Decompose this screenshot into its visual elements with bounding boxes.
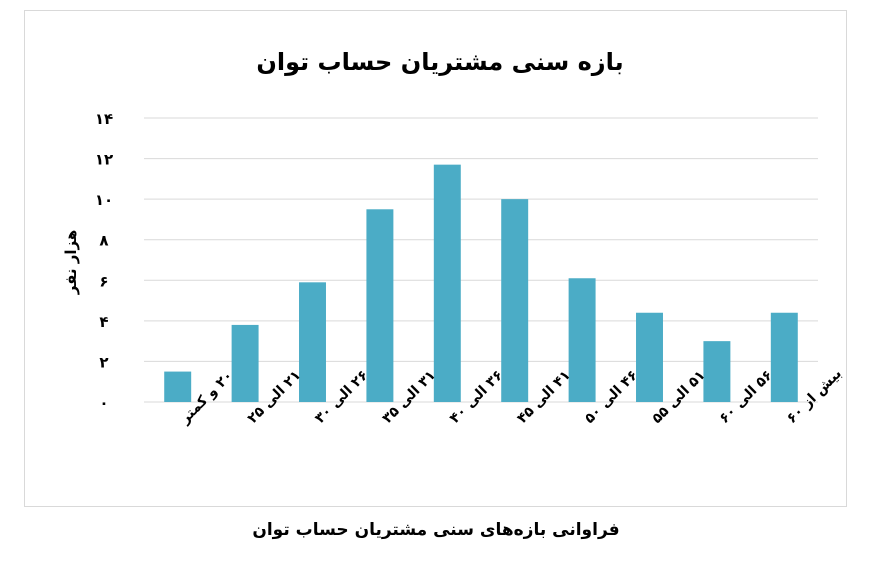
y-tick-label: ۴ <box>99 313 108 331</box>
y-axis-label: هزار نفر <box>62 230 80 296</box>
figure-caption: فراوانی بازه‌های سنی مشتریان حساب توان <box>252 520 620 540</box>
y-tick-label: ۱۲ <box>95 151 113 169</box>
y-tick-label: ۱۰ <box>95 191 113 209</box>
bar <box>231 324 259 402</box>
bar <box>501 199 529 402</box>
y-tick-label: ۰ <box>99 394 108 412</box>
bar <box>164 371 192 402</box>
y-axis-ticks: ۰ ۲ ۴ ۶ ۸ ۱۰ ۱۲ ۱۴ <box>95 110 113 412</box>
bar <box>366 209 394 402</box>
bar <box>299 282 326 402</box>
y-tick-label: ۱۴ <box>95 110 113 128</box>
bar <box>636 312 663 402</box>
y-tick-label: ۸ <box>99 232 108 250</box>
bar <box>703 341 731 402</box>
bar-chart: بازه سنی مشتریان حساب توان ۰ ۲ ۴ ۶ ۸ ۱۰ ۱۲ ۱۴ ۲… <box>62 48 845 428</box>
bars <box>164 164 798 402</box>
y-tick-label: ۲ <box>99 353 108 371</box>
bar <box>433 164 461 402</box>
bar <box>770 312 798 402</box>
chart-title: بازه سنی مشتریان حساب توان <box>256 48 623 76</box>
y-tick-label: ۶ <box>99 272 108 290</box>
bar <box>568 278 596 402</box>
